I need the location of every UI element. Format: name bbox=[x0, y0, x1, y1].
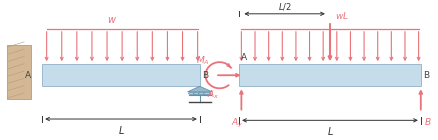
Text: B: B bbox=[422, 71, 428, 80]
Text: B: B bbox=[201, 71, 208, 80]
FancyBboxPatch shape bbox=[42, 64, 199, 86]
Circle shape bbox=[203, 92, 211, 95]
Text: A: A bbox=[25, 71, 31, 80]
Circle shape bbox=[188, 92, 196, 95]
Text: $wL$: $wL$ bbox=[335, 10, 348, 21]
Text: A: A bbox=[241, 53, 247, 62]
Text: $A_x$: $A_x$ bbox=[206, 88, 219, 101]
Text: $L$: $L$ bbox=[326, 125, 332, 137]
Circle shape bbox=[193, 92, 201, 95]
Text: $B$: $B$ bbox=[424, 116, 431, 127]
FancyBboxPatch shape bbox=[7, 45, 31, 99]
Polygon shape bbox=[187, 86, 212, 92]
FancyBboxPatch shape bbox=[239, 64, 420, 86]
Circle shape bbox=[198, 92, 206, 95]
Text: $L$: $L$ bbox=[117, 124, 124, 136]
Text: $w$: $w$ bbox=[107, 15, 117, 25]
Text: $M_A$: $M_A$ bbox=[196, 55, 209, 67]
Text: $A_y$: $A_y$ bbox=[230, 116, 243, 130]
Text: $L/2$: $L/2$ bbox=[277, 2, 291, 12]
